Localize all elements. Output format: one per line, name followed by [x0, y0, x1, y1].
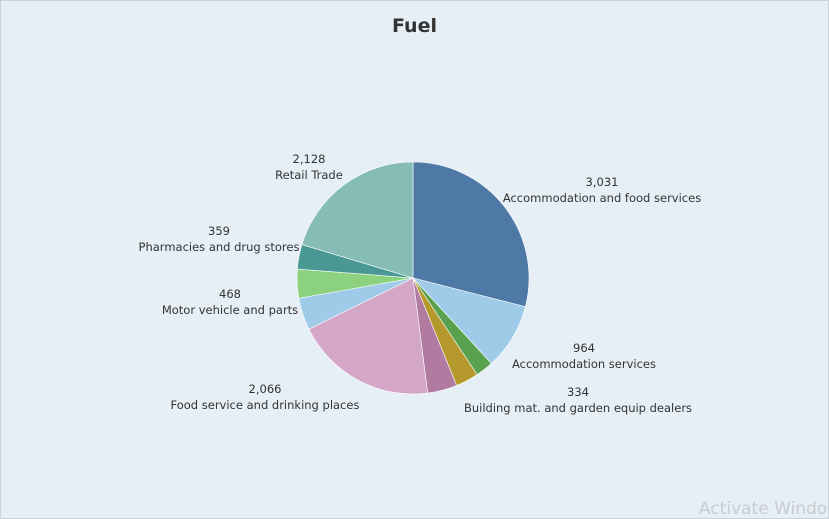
- slice-category-label: Accommodation and food services: [503, 191, 701, 205]
- slice-value-label: 3,031: [586, 175, 619, 189]
- slice-label-building-mat-and-garden-equip-dealers: 334 Building mat. and garden equip dealer…: [464, 385, 692, 415]
- slice-value-label: 2,128: [293, 152, 326, 166]
- slice-label-pharmacies-and-drug-stores: 359 Pharmacies and drug stores: [139, 224, 300, 254]
- slice-value-label: 334: [567, 385, 589, 399]
- slice-label-retail-trade: 2,128 Retail Trade: [275, 152, 343, 182]
- slice-value-label: 2,066: [249, 382, 282, 396]
- slice-category-label: Food service and drinking places: [171, 398, 360, 412]
- slice-label-motor-vehicle-and-parts: 468 Motor vehicle and parts: [162, 287, 298, 317]
- slice-value-label: 468: [219, 287, 241, 301]
- slice-label-accommodation-services: 964 Accommodation services: [512, 341, 656, 371]
- slice-value-label: 964: [573, 341, 595, 355]
- slice-category-label: Accommodation services: [512, 357, 656, 371]
- pie-slice-food-service-and-drinking-places[interactable]: [308, 277, 428, 395]
- slice-category-label: Pharmacies and drug stores: [139, 240, 300, 254]
- pie-slice-retail-trade[interactable]: [301, 161, 414, 279]
- slice-label-accommodation-and-food-services: 3,031 Accommodation and food services: [503, 175, 701, 205]
- slice-category-label: Retail Trade: [275, 168, 343, 182]
- chart-title: Fuel: [392, 15, 437, 37]
- activate-windows-watermark: Activate Windo: [699, 499, 828, 519]
- slice-label-food-service-and-drinking-places: 2,066 Food service and drinking places: [171, 382, 360, 412]
- slice-category-label: Motor vehicle and parts: [162, 303, 298, 317]
- slice-value-label: 359: [208, 224, 230, 238]
- pie-slice-accommodation-and-food-services[interactable]: [412, 161, 530, 308]
- slice-category-label: Building mat. and garden equip dealers: [464, 401, 692, 415]
